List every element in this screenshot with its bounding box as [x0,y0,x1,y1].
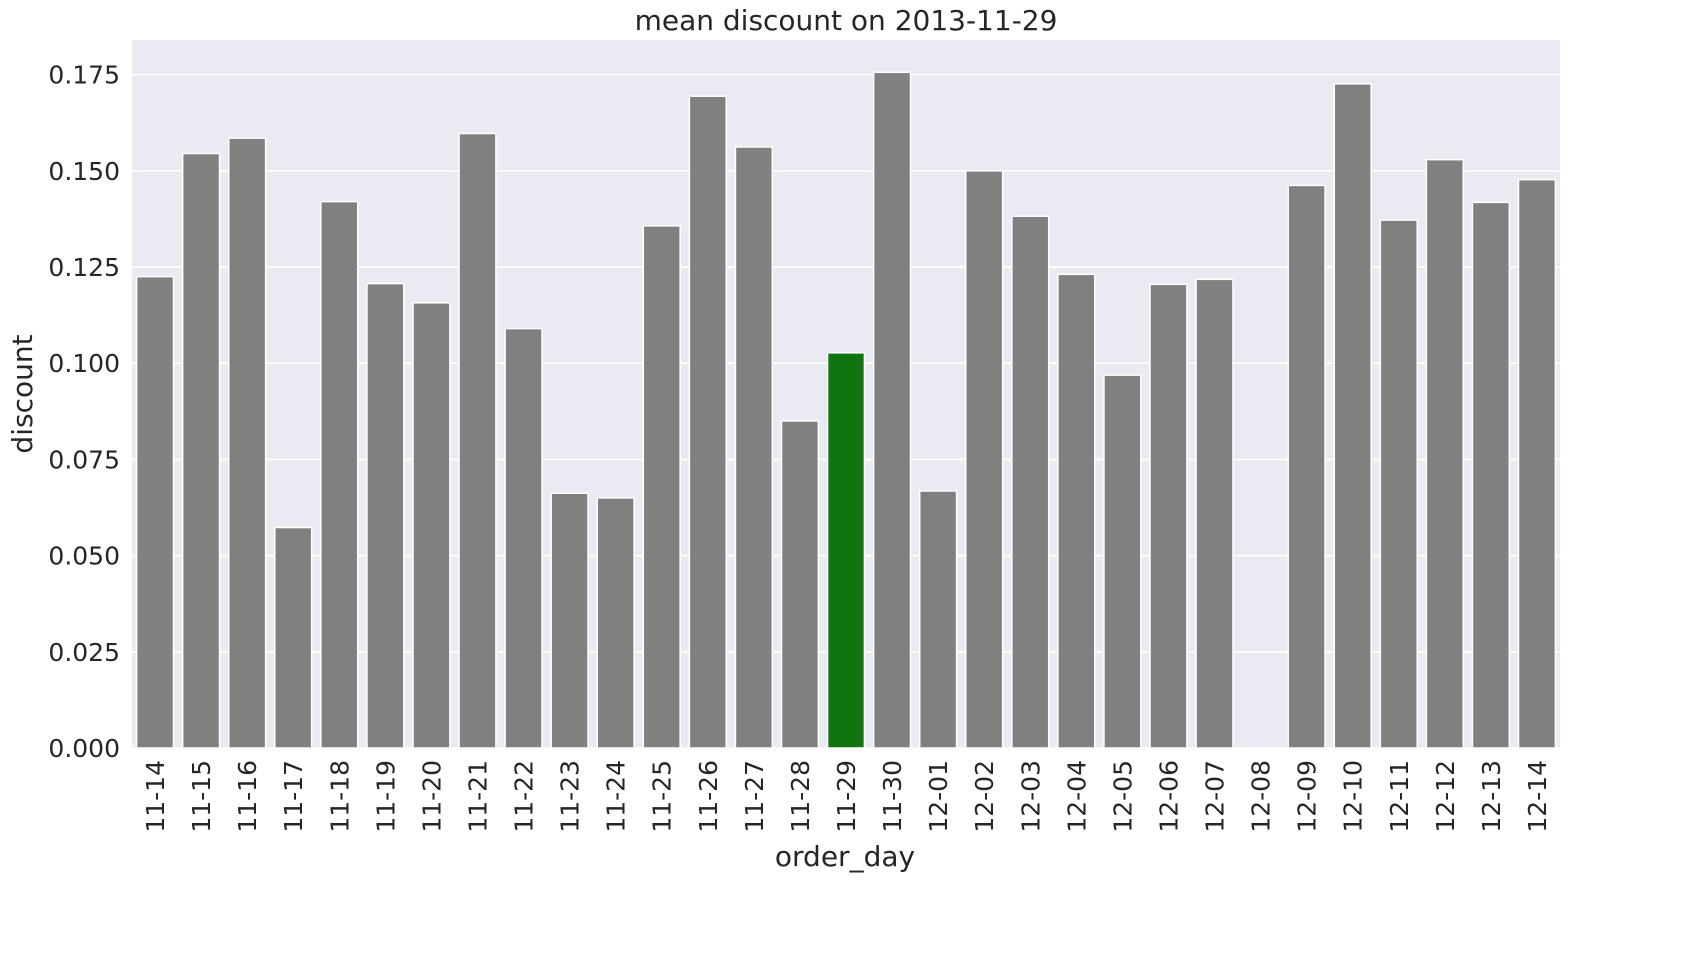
x-axis-label: order_day [775,840,915,873]
x-tick-label: 11-20 [417,760,446,833]
bar-12-03 [1011,215,1050,749]
x-axis-ticks: 11-14 11-15 11-16 11-17 11-18 11-19 11-20 11-21… [141,760,1552,833]
y-tick-label: 0.100 [48,349,120,378]
bar-12-13 [1471,201,1511,749]
x-tick-label: 12-04 [1062,760,1091,833]
bar-11-24 [596,497,635,749]
x-tick-label: 11-21 [463,760,492,833]
x-tick-label: 12-10 [1339,760,1368,833]
bar-11-15 [181,152,221,749]
bar-12-06 [1149,283,1188,749]
x-tick-label: 11-16 [233,760,262,833]
bar-12-14 [1517,178,1557,749]
x-tick-label: 12-08 [1247,760,1276,833]
y-tick-label: 0.150 [48,157,120,186]
bar-11-14 [135,275,175,749]
bar-11-29 [826,352,866,749]
y-axis-label: discount [6,334,39,453]
bar-12-07 [1195,278,1234,749]
x-tick-label: 12-06 [1154,760,1183,833]
x-tick-label: 11-22 [510,760,539,833]
x-tick-label: 12-05 [1108,760,1137,833]
x-tick-label: 11-23 [556,760,585,833]
x-tick-label: 11-15 [187,760,216,833]
bar-11-26 [688,95,727,749]
x-tick-label: 12-02 [970,760,999,833]
x-tick-label: 11-30 [878,760,907,833]
x-tick-label: 11-26 [694,760,723,833]
y-axis-ticks: 0.000 0.025 0.050 0.075 0.100 0.125 0.150 0.175 [48,61,120,763]
bar-11-25 [642,225,681,749]
x-tick-label: 12-07 [1201,760,1230,833]
x-tick-label: 12-11 [1385,760,1414,833]
x-tick-label: 11-25 [648,760,677,833]
bar-11-16 [227,137,267,749]
x-tick-label: 11-18 [325,760,354,833]
x-tick-label: 11-24 [602,760,631,833]
bar-11-27 [734,146,774,749]
x-tick-label: 11-17 [279,760,308,833]
bar-11-20 [412,302,451,749]
y-tick-label: 0.000 [48,734,120,763]
x-tick-label: 11-29 [832,760,861,833]
x-tick-label: 11-27 [740,760,769,833]
bar-11-21 [458,132,497,749]
bar-12-04 [1057,273,1096,749]
x-tick-label: 12-12 [1431,760,1460,833]
y-tick-label: 0.075 [48,445,120,474]
x-tick-label: 12-01 [924,760,953,833]
y-tick-label: 0.125 [48,253,120,282]
bar-11-22 [504,327,543,749]
bar-11-18 [320,200,359,749]
x-tick-label: 11-28 [786,760,815,833]
bar-12-12 [1425,158,1465,749]
bar-12-05 [1103,374,1142,749]
bar-12-10 [1333,83,1372,749]
bars [135,71,1557,749]
x-tick-label: 12-14 [1523,760,1552,833]
x-tick-label: 12-09 [1293,760,1322,833]
bar-11-30 [872,71,912,749]
x-tick-label: 11-14 [141,760,170,833]
bar-11-28 [780,420,820,749]
bar-12-09 [1287,184,1326,749]
bar-12-01 [918,490,958,749]
x-tick-label: 11-19 [371,760,400,833]
chart-title: mean discount on 2013-11-29 [635,4,1058,37]
bar-11-23 [550,492,589,749]
bar-12-02 [965,170,1004,749]
bar-12-11 [1379,219,1418,749]
x-tick-label: 12-03 [1016,760,1045,833]
bar-11-17 [274,526,313,749]
y-tick-label: 0.025 [48,638,120,667]
y-tick-label: 0.050 [48,542,120,571]
y-tick-label: 0.175 [48,61,120,90]
x-tick-label: 12-13 [1477,760,1506,833]
bar-11-19 [366,282,405,749]
